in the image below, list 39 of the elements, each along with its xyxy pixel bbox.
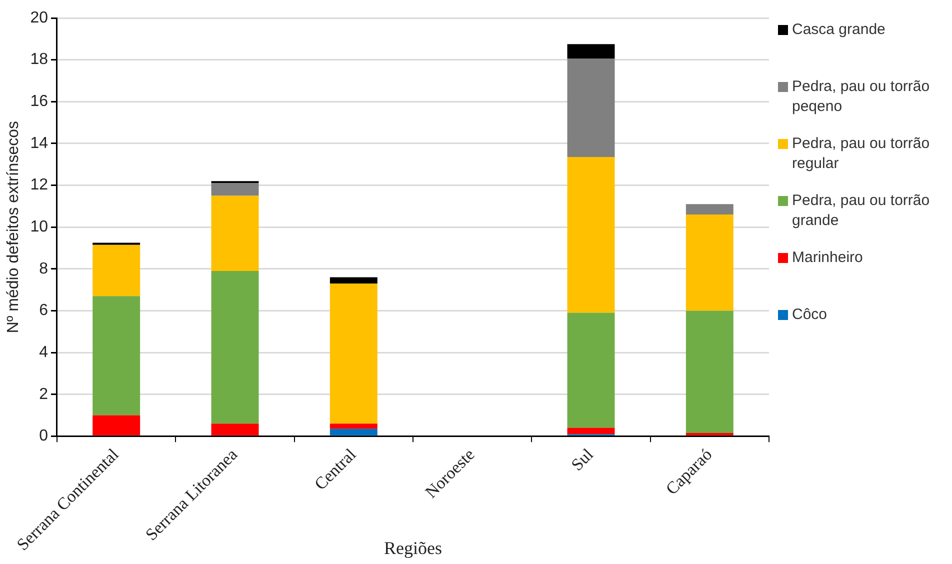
- bar: [92, 415, 140, 436]
- bar: [330, 284, 378, 424]
- y-tick-label: 14: [30, 134, 48, 152]
- bar: [567, 157, 615, 313]
- y-tick-label: 18: [30, 51, 48, 68]
- bar: [686, 310, 734, 434]
- y-tick-label: 10: [30, 218, 48, 236]
- y-tick-label: 16: [30, 93, 48, 110]
- y-tick-label: 20: [30, 9, 48, 26]
- legend-label: Côco: [792, 305, 828, 325]
- y-axis-title: Nº médio defeitos extrínsecos: [5, 121, 22, 334]
- bar: [567, 58, 615, 158]
- y-tick-label: 6: [39, 302, 48, 320]
- bar: [330, 424, 378, 429]
- bar: [211, 270, 259, 424]
- y-tick-label: 2: [39, 386, 48, 403]
- bar: [330, 428, 378, 436]
- x-tick-label: Sul: [568, 444, 598, 474]
- bar: [211, 424, 259, 436]
- bar: [330, 277, 378, 284]
- legend-label: Casca grande: [792, 20, 886, 40]
- bar: [686, 204, 734, 215]
- bar: [211, 183, 259, 196]
- bar: [567, 428, 615, 434]
- legend-label: Pedra, pau ou torrão regular: [792, 134, 931, 174]
- legend-label: Pedra, pau ou torrão grande: [792, 191, 931, 231]
- bar: [211, 196, 259, 271]
- y-tick-label: 8: [39, 260, 48, 278]
- x-axis-title: Regiões: [384, 538, 442, 558]
- bar: [686, 214, 734, 311]
- bar: [92, 296, 140, 416]
- y-tick-label: 4: [39, 344, 48, 361]
- y-tick-label: 12: [30, 176, 48, 194]
- bar: [92, 244, 140, 296]
- bar: [567, 312, 615, 428]
- bar: [567, 44, 615, 59]
- y-tick-label: 0: [39, 428, 48, 445]
- legend-label: Pedra, pau ou torrão peqeno: [792, 77, 931, 117]
- legend-label: Marinheiro: [792, 248, 863, 268]
